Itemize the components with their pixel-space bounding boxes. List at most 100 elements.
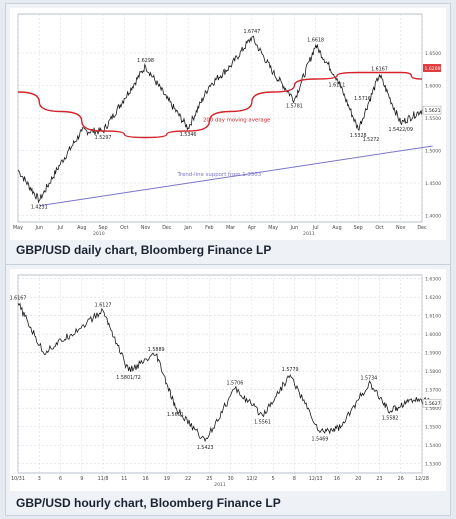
- x-tick-label: 19: [164, 476, 170, 482]
- price-annotation: 1.6167: [10, 295, 26, 301]
- moving-average-line: [17, 71, 423, 139]
- price-annotation: 1.6747: [243, 29, 260, 35]
- x-tick-label: 22: [185, 476, 191, 482]
- x-tick-label: 23: [376, 476, 382, 482]
- x-tick-label: 26: [398, 476, 404, 482]
- x-tick-label: 12/28: [415, 476, 429, 482]
- x-tick-label: May: [13, 225, 23, 231]
- x-tick-label: Sep: [354, 225, 363, 231]
- x-tick-label: Jun: [290, 225, 299, 231]
- year-label: 2011: [214, 482, 226, 488]
- y-tick-label: 1.6500: [425, 51, 441, 57]
- x-tick-label: Aug: [332, 225, 341, 231]
- hourly-chart-caption: GBP/USD hourly chart, Bloomberg Finance …: [16, 496, 281, 510]
- daily-chart-caption: GBP/USD daily chart, Bloomberg Finance L…: [16, 243, 272, 257]
- hourly-chart-panel: 1.5300 1.5400 1.5500 1.5600 1.5700 1.5800 1.59…: [5, 264, 451, 516]
- x-tick-label: Jul: [57, 225, 64, 231]
- x-tick-label: Oct: [120, 225, 128, 231]
- x-tick-label: Dec: [417, 225, 427, 231]
- x-tick-label: 3: [38, 476, 41, 482]
- price-annotation: 1.5801/72: [116, 375, 141, 381]
- price-annotation: 1.5734: [360, 375, 377, 381]
- last-price-box: [422, 105, 442, 115]
- y-tick-label: 1.4500: [425, 181, 441, 187]
- series-label: Trend-line support from 1.3503: [176, 172, 261, 178]
- price-annotation: 1.5716: [354, 96, 371, 102]
- x-tick-label: 11: [121, 476, 127, 482]
- x-tick-label: 10/31: [11, 476, 25, 482]
- x-tick-label: Dec: [162, 225, 172, 231]
- price-annotation: 1.5889: [148, 347, 165, 353]
- y-tick-label: 1.5300: [425, 462, 441, 468]
- x-tick-label: 30: [228, 476, 234, 482]
- hourly-chart: 1.5300 1.5400 1.5500 1.5600 1.5700 1.5800 1.59…: [10, 269, 446, 491]
- year-label: 2011: [303, 231, 315, 237]
- daily-chart-panel: 1.4000 1.4500 1.5000 1.5500 1.6000 1.6500 May J…: [5, 3, 451, 265]
- x-tick-label: Nov: [396, 225, 406, 231]
- price-annotation: 1.5781: [286, 104, 303, 110]
- y-tick-label: 1.6000: [425, 84, 441, 90]
- price-annotation: 1.4231: [31, 204, 48, 210]
- highlight-box: [423, 64, 441, 73]
- x-tick-label: 12/2: [247, 476, 258, 482]
- y-tick-label: 1.5600: [425, 406, 441, 412]
- plot-area: [17, 274, 423, 474]
- x-tick-label: 6: [59, 476, 62, 482]
- y-tick-label: 1.5800: [425, 369, 441, 375]
- trend-line: [39, 145, 433, 207]
- series-label: 200 day moving average: [203, 117, 271, 123]
- y-tick-label: 1.6300: [425, 277, 441, 283]
- x-tick-label: 5: [272, 476, 275, 482]
- price-annotation: 1.5328: [350, 133, 367, 139]
- price-annotation: 1.5272: [363, 137, 380, 143]
- x-tick-label: Oct: [375, 225, 383, 231]
- y-tick-label: 1.5500: [425, 425, 441, 431]
- price-annotation: 1.5297: [95, 135, 112, 141]
- x-tick-label: Sep: [99, 225, 108, 231]
- x-tick-label: Aug: [77, 225, 86, 231]
- price-annotation: 1.5779: [282, 367, 299, 373]
- x-tick-label: 9: [80, 476, 83, 482]
- price-annotation: 1.6127: [95, 303, 112, 309]
- price-annotation: 1.6618: [307, 37, 324, 43]
- x-tick-label: 20: [355, 476, 361, 482]
- x-tick-label: Nov: [141, 225, 151, 231]
- y-tick-label: 1.6000: [425, 332, 441, 338]
- y-tick-label: 1.5400: [425, 443, 441, 449]
- x-tick-label: 25: [206, 476, 212, 482]
- y-tick-label: 1.5000: [425, 149, 441, 155]
- price-annotation: 1.5422/09: [388, 127, 413, 133]
- y-tick-label: 1.5700: [425, 388, 441, 394]
- x-tick-label: Feb: [205, 225, 214, 231]
- price-annotation: 1.5582: [382, 416, 399, 422]
- x-tick-label: May: [268, 225, 278, 231]
- x-tick-label: Mar: [226, 225, 235, 231]
- price-series-line: [17, 35, 423, 204]
- x-tick-label: 11/8: [98, 476, 109, 482]
- y-tick-label: 1.6100: [425, 314, 441, 320]
- price-annotation: 1.5561: [254, 419, 271, 425]
- x-tick-label: Apr: [248, 225, 256, 231]
- x-tick-label: Jun: [35, 225, 44, 231]
- price-series-line: [17, 302, 438, 443]
- x-tick-label: Jul: [312, 225, 319, 231]
- y-tick-label: 1.5900: [425, 351, 441, 357]
- x-tick-label: 16: [334, 476, 340, 482]
- highlight-label: 1.6269: [425, 66, 441, 72]
- year-label: 2010: [93, 231, 105, 237]
- y-tick-label: 1.4000: [425, 214, 441, 220]
- last-price-box: [422, 398, 442, 408]
- y-tick-label: 1.5500: [425, 116, 441, 122]
- x-tick-label: 12/13: [309, 476, 323, 482]
- y-tick-label: 1.6200: [425, 295, 441, 301]
- price-annotation: 1.5601: [167, 412, 184, 418]
- price-annotation: 1.5469: [312, 436, 329, 442]
- last-price-label: 1.5627: [425, 401, 441, 407]
- price-annotation: 1.6298: [137, 58, 154, 64]
- price-annotation: 1.5346: [180, 132, 197, 138]
- last-price-label: 1.5621: [425, 108, 441, 114]
- x-tick-label: 16: [143, 476, 149, 482]
- x-tick-label: Jan: [183, 225, 191, 231]
- x-tick-label: 8: [293, 476, 296, 482]
- daily-chart: 1.4000 1.4500 1.5000 1.5500 1.6000 1.6500 May J…: [10, 8, 446, 240]
